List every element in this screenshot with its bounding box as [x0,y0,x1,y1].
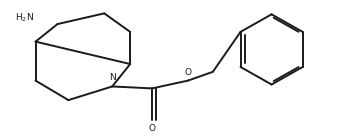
Text: O: O [149,124,155,133]
Text: H$_2$N: H$_2$N [15,12,33,24]
Text: O: O [185,68,191,77]
Text: N: N [109,73,116,82]
